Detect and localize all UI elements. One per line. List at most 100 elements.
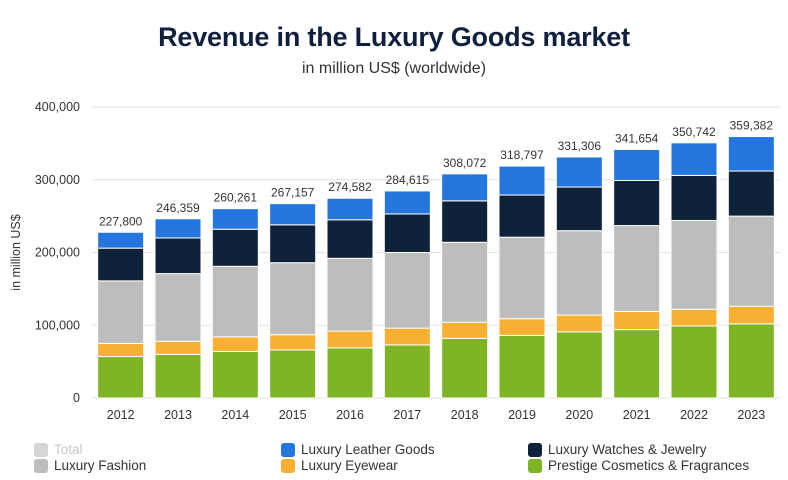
chart-title: Revenue in the Luxury Goods market [158,22,630,52]
bar-segment-luxury-leather-goods [383,190,431,215]
legend-item-total[interactable]: Total [34,442,83,457]
bar-segment-luxury-watches-jewelry [97,247,145,282]
bar-segment-luxury-leather-goods [613,148,661,181]
bar-segment-prestige-cosmetics-fragrances [613,329,661,399]
bar-segment-luxury-leather-goods [154,218,202,239]
bar-segment-luxury-fashion [555,230,603,316]
bar-segment-luxury-eyewear [326,330,374,349]
bar-segment-luxury-eyewear [555,314,603,333]
bar-segment-luxury-fashion [97,280,145,344]
bar-segment-luxury-eyewear [97,342,145,358]
legend-swatch-watches [528,442,542,457]
legend-swatch-fashion [34,458,48,473]
x-tick-label: 2021 [623,408,651,422]
legend: Total Luxury Fashion Luxury Leather Good… [0,438,788,478]
legend-label-total: Total [54,442,83,457]
bar-segment-prestige-cosmetics-fragrances [97,356,145,399]
bar-segment-luxury-fashion [613,225,661,312]
bar-segment-luxury-leather-goods [498,165,546,196]
bar-segment-prestige-cosmetics-fragrances [555,331,603,399]
total-label: 246,359 [156,201,200,215]
y-tick-label: 100,000 [35,318,80,332]
bar-segment-luxury-watches-jewelry [154,237,202,275]
y-tick-label: 0 [73,391,80,405]
legend-item-watches[interactable]: Luxury Watches & Jewelry [528,442,707,457]
bar-segment-luxury-leather-goods [727,136,775,172]
legend-label-watches: Luxury Watches & Jewelry [548,442,707,457]
total-label: 284,615 [386,173,430,187]
bar-segment-prestige-cosmetics-fragrances [441,337,489,399]
x-tick-label: 2013 [164,408,192,422]
bar-segment-luxury-leather-goods [269,203,317,226]
total-label: 359,382 [730,119,774,133]
y-tick-label: 200,000 [35,246,80,260]
bar-segment-luxury-watches-jewelry [613,179,661,227]
bar-segment-luxury-watches-jewelry [670,174,718,221]
bar-segment-luxury-eyewear [613,310,661,331]
bar-segment-prestige-cosmetics-fragrances [154,353,202,399]
chart-subtitle: in million US$ (worldwide) [301,60,487,77]
bar-segment-luxury-leather-goods [670,142,718,176]
bar-segment-prestige-cosmetics-fragrances [326,347,374,399]
bar-segment-luxury-watches-jewelry [383,213,431,254]
legend-swatch-total [34,442,48,457]
total-label: 260,261 [214,191,258,205]
x-tick-label: 2019 [508,408,536,422]
legend-label-cosmetics: Prestige Cosmetics & Fragrances [548,458,750,473]
total-label: 267,157 [271,186,315,200]
bar-segment-prestige-cosmetics-fragrances [269,349,317,399]
x-tick-label: 2016 [336,408,364,422]
total-label: 274,582 [328,180,372,194]
bar-segment-luxury-eyewear [383,327,431,346]
legend-item-eyewear[interactable]: Luxury Eyewear [281,458,398,473]
bar-segment-prestige-cosmetics-fragrances [670,325,718,399]
total-label: 308,072 [443,156,487,170]
bar-segment-prestige-cosmetics-fragrances [383,344,431,399]
bar-segment-luxury-fashion [211,265,259,338]
bar-segment-luxury-fashion [498,236,546,320]
total-label: 318,797 [500,148,544,162]
bar-segment-luxury-watches-jewelry [211,228,259,267]
legend-swatch-leather [281,442,295,457]
bar-segment-luxury-fashion [383,252,431,329]
bar-segment-luxury-eyewear [211,336,259,352]
legend-item-leather[interactable]: Luxury Leather Goods [281,442,435,457]
x-tick-label: 2020 [565,408,593,422]
bar-segment-prestige-cosmetics-fragrances [211,350,259,399]
bar-segment-luxury-leather-goods [211,208,259,230]
total-label: 331,306 [558,139,602,153]
bar-segment-luxury-watches-jewelry [727,170,775,217]
bar-segment-luxury-watches-jewelry [555,186,603,232]
legend-label-fashion: Luxury Fashion [54,458,147,473]
bar-segment-luxury-fashion [154,273,202,342]
bar-segment-luxury-eyewear [498,318,546,336]
x-tick-label: 2017 [393,408,421,422]
bar-segment-luxury-watches-jewelry [441,200,489,243]
bar-segment-luxury-leather-goods [326,197,374,221]
total-label: 350,742 [672,125,716,139]
y-tick-label: 300,000 [35,173,80,187]
total-label: 341,654 [615,131,659,145]
x-tick-label: 2023 [737,408,765,422]
bar-segment-luxury-eyewear [727,305,775,325]
bar-segment-luxury-fashion [727,215,775,307]
total-label: 227,800 [99,214,143,228]
x-tick-label: 2014 [221,408,249,422]
bar-segment-luxury-eyewear [154,340,202,355]
legend-item-cosmetics[interactable]: Prestige Cosmetics & Fragrances [528,458,749,473]
bar-segment-luxury-leather-goods [555,156,603,188]
legend-swatch-cosmetics [528,458,542,473]
bar-segment-luxury-watches-jewelry [498,194,546,238]
bar-segment-prestige-cosmetics-fragrances [498,334,546,399]
bar-segment-luxury-fashion [326,257,374,332]
x-tick-label: 2012 [107,408,135,422]
legend-label-leather: Luxury Leather Goods [301,442,435,457]
bar-segment-luxury-eyewear [670,308,718,327]
x-tick-label: 2018 [451,408,479,422]
bar-segment-luxury-eyewear [269,334,317,351]
x-tick-label: 2022 [680,408,708,422]
legend-item-fashion[interactable]: Luxury Fashion [34,458,146,473]
bar-segment-luxury-leather-goods [441,173,489,202]
x-tick-label: 2015 [279,408,307,422]
